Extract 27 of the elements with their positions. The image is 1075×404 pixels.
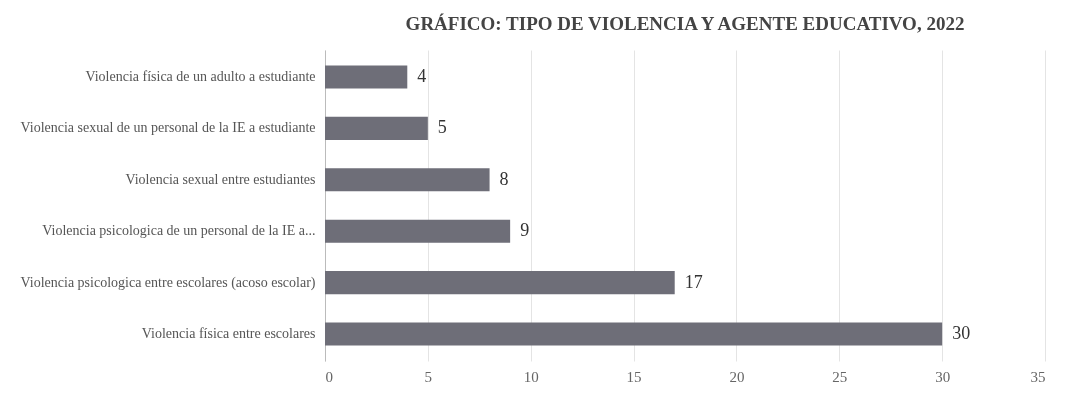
x-tick-label: 10 <box>523 368 539 385</box>
data-label: 30 <box>952 323 971 344</box>
y-tick-label: Violencia física de un adulto a estudiante <box>85 68 316 84</box>
chart-title: GRÁFICO: TIPO DE VIOLENCIA Y AGENTE EDUCATIVO, 2022 <box>405 13 965 34</box>
bar <box>325 65 408 89</box>
y-tick-label: Violencia psicologica entre escolares (acoso escolar) <box>20 274 316 291</box>
x-tick-label: 25 <box>832 368 848 385</box>
y-tick-label: Violencia psicologica de un personal de la IE a... <box>42 223 316 239</box>
x-tick-label: 15 <box>626 368 642 385</box>
x-tick-label: 35 <box>1030 368 1046 385</box>
data-label: 17 <box>684 271 703 292</box>
bar <box>325 322 943 346</box>
data-label: 8 <box>499 168 509 189</box>
y-tick-label: Violencia sexual de un personal de la IE a estudiante <box>20 120 316 136</box>
x-tick-label: 20 <box>729 368 745 385</box>
data-label: 4 <box>417 65 427 86</box>
y-tick-label: Violencia sexual entre estudiantes <box>125 171 316 187</box>
x-tick-label: 5 <box>424 368 433 385</box>
bar <box>325 116 428 140</box>
x-tick-label: 0 <box>325 368 333 385</box>
data-label: 9 <box>520 220 530 241</box>
bar <box>325 219 511 243</box>
data-label: 5 <box>437 117 447 138</box>
bar <box>325 271 675 295</box>
x-tick-label: 30 <box>935 368 951 385</box>
bar <box>325 168 490 192</box>
y-tick-label: Violencia física entre escolares <box>141 326 316 342</box>
